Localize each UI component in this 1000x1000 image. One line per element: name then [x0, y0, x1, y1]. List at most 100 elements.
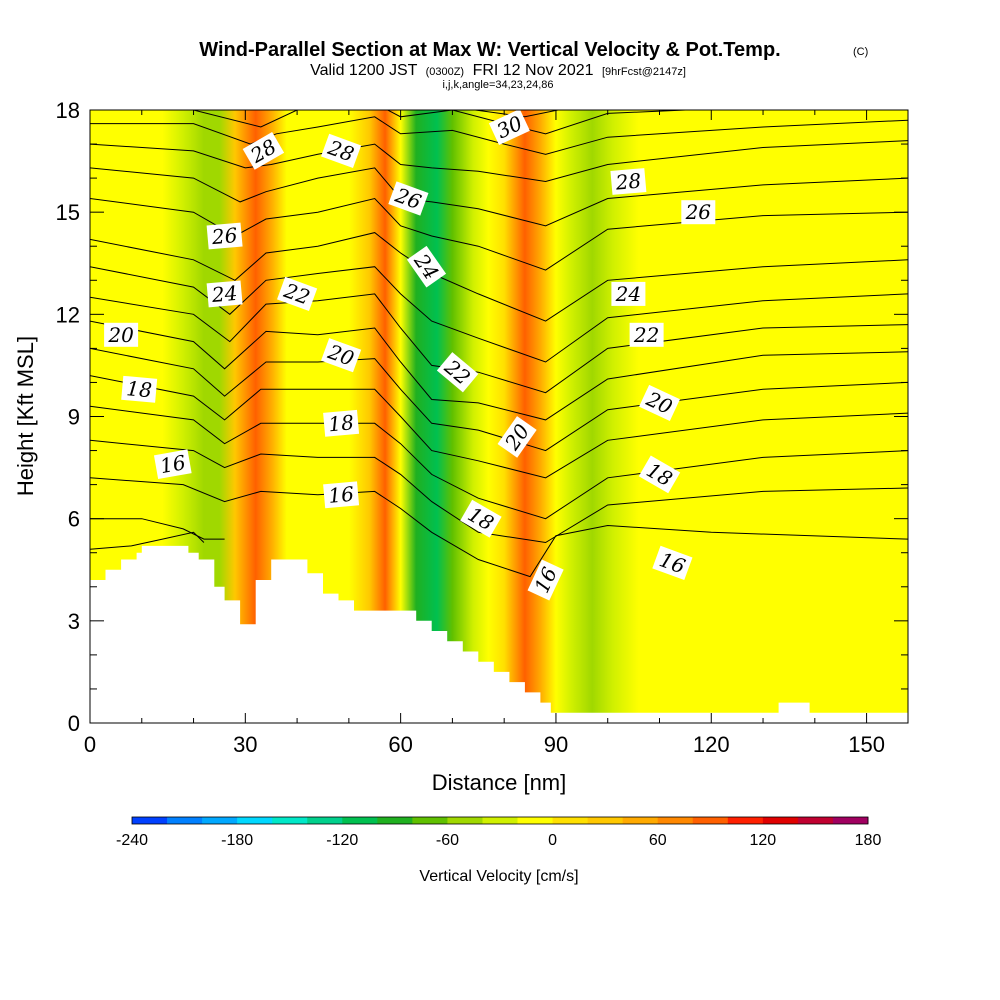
y-tick-label: 12 — [56, 302, 80, 327]
subtitle-forecast: [9hrFcst@2147z] — [602, 66, 686, 78]
theta-contour-28 — [90, 116, 908, 155]
contour-label-box — [610, 168, 647, 195]
contour-label-box — [639, 384, 680, 421]
chart-subtitle-indices: i,j,k,angle=34,23,24,86 — [442, 79, 553, 91]
y-tick-label: 3 — [68, 609, 80, 634]
contour-label-box — [527, 559, 564, 601]
colorbar-tick-label: -120 — [326, 832, 358, 849]
contour-label-group: 26 — [681, 200, 716, 225]
contour-label: 18 — [125, 376, 152, 402]
contour-label-box — [388, 181, 429, 216]
colorbar-tick-label: 120 — [750, 832, 777, 849]
chart-title-mark: (C) — [853, 46, 868, 58]
theta-contours — [90, 110, 908, 578]
contour-label-box — [323, 481, 360, 509]
theta-contour-18 — [90, 405, 908, 520]
x-tick-label: 60 — [388, 732, 412, 757]
colorbar-segment — [342, 817, 378, 824]
contour-label-box — [488, 108, 530, 146]
colorbar-frame — [131, 816, 869, 825]
contour-label-box — [206, 222, 243, 250]
colorbar-segment — [237, 817, 273, 824]
colorbar-tick-label: -60 — [436, 832, 459, 849]
contour-label-group: 26 — [206, 222, 243, 250]
y-tick-label: 6 — [68, 507, 80, 532]
contour-label-box — [460, 499, 502, 538]
x-tick-label: 120 — [693, 732, 730, 757]
subtitle-utc: (0300Z) — [426, 66, 465, 78]
colorbar: -240 -180 -120 -60 0 60 120 180 — [116, 816, 881, 849]
colorbar-segment — [657, 817, 694, 824]
theta-contour-23 — [90, 266, 908, 363]
colorbar-segment — [307, 817, 343, 824]
colorbar-tick-label: 0 — [548, 832, 557, 849]
colorbar-segment — [832, 817, 869, 824]
theta-contour-24 — [90, 232, 908, 322]
x-axis-label: Distance [nm] — [432, 770, 567, 795]
x-tick-label: 150 — [848, 732, 885, 757]
contour-label-box — [242, 132, 285, 170]
colorbar-segment — [202, 817, 238, 824]
colorbar-tick-label: -180 — [221, 832, 253, 849]
contour-label: 26 — [685, 200, 712, 224]
contour-label: 16 — [327, 482, 355, 508]
theta-contour-21 — [90, 320, 908, 421]
contour-label: 28 — [614, 168, 642, 194]
theta-contour-27 — [90, 140, 908, 183]
contour-label: 22 — [633, 323, 659, 347]
contour-label-box — [681, 200, 716, 225]
chart-title: Wind-Parallel Section at Max W: Vertical… — [199, 39, 780, 61]
contour-label-box — [638, 455, 681, 494]
colorbar-segment — [517, 817, 554, 824]
contour-label: 16 — [158, 450, 188, 478]
contour-label-group: 28 — [610, 168, 647, 195]
contour-label-box — [323, 409, 360, 437]
x-tick-label: 30 — [233, 732, 257, 757]
contour-label-box — [436, 352, 479, 393]
contour-label-box — [206, 280, 243, 308]
theta-contour-29 — [90, 110, 697, 135]
colorbar-segment — [447, 817, 483, 824]
colorbar-segment — [762, 817, 799, 824]
colorbar-segment — [132, 817, 168, 824]
contour-label: 24 — [210, 281, 238, 307]
contour-label: 20 — [107, 323, 134, 347]
contour-label: 24 — [615, 282, 641, 306]
contour-label-box — [497, 416, 537, 458]
contour-label: 18 — [327, 410, 354, 436]
contour-label-group: 16 — [323, 481, 360, 509]
colorbar-segment — [482, 817, 519, 824]
colorbar-segment — [622, 817, 659, 824]
colorbar-segment — [377, 817, 413, 824]
contour-label-group: 24 — [611, 281, 646, 306]
axis-ticks: 0 30 60 90 120 150 0 3 6 9 12 15 18 — [56, 98, 908, 757]
colorbar-segment — [692, 817, 729, 824]
x-tick-label: 90 — [544, 732, 568, 757]
contour-label: 26 — [210, 223, 239, 249]
contour-label-box — [611, 281, 646, 306]
colorbar-segment — [797, 817, 834, 824]
theta-contour-22 — [90, 293, 908, 394]
colorbar-tick-label: -240 — [116, 832, 148, 849]
x-tick-label: 0 — [84, 732, 96, 757]
contour-label-group: 24 — [206, 280, 243, 308]
contour-label-group: 22 — [436, 352, 479, 393]
contour-label-box — [321, 338, 362, 373]
colorbar-segment — [272, 817, 308, 824]
colorbar-tick-label: 60 — [649, 832, 667, 849]
contour-label-box — [321, 133, 362, 168]
theta-contour-15 — [90, 518, 225, 540]
theta-contour-16 — [90, 477, 908, 578]
y-tick-label: 18 — [56, 98, 80, 123]
theta-contour-20 — [90, 347, 908, 452]
contour-label-group: 20 — [104, 322, 139, 347]
colorbar-segment — [167, 817, 203, 824]
contour-label-box — [153, 449, 192, 479]
contour-label-box — [406, 245, 447, 288]
theta-contour-19 — [90, 375, 908, 479]
contour-label-box — [277, 276, 318, 311]
colorbar-segment — [412, 817, 448, 824]
colorbar-segment — [552, 817, 589, 824]
